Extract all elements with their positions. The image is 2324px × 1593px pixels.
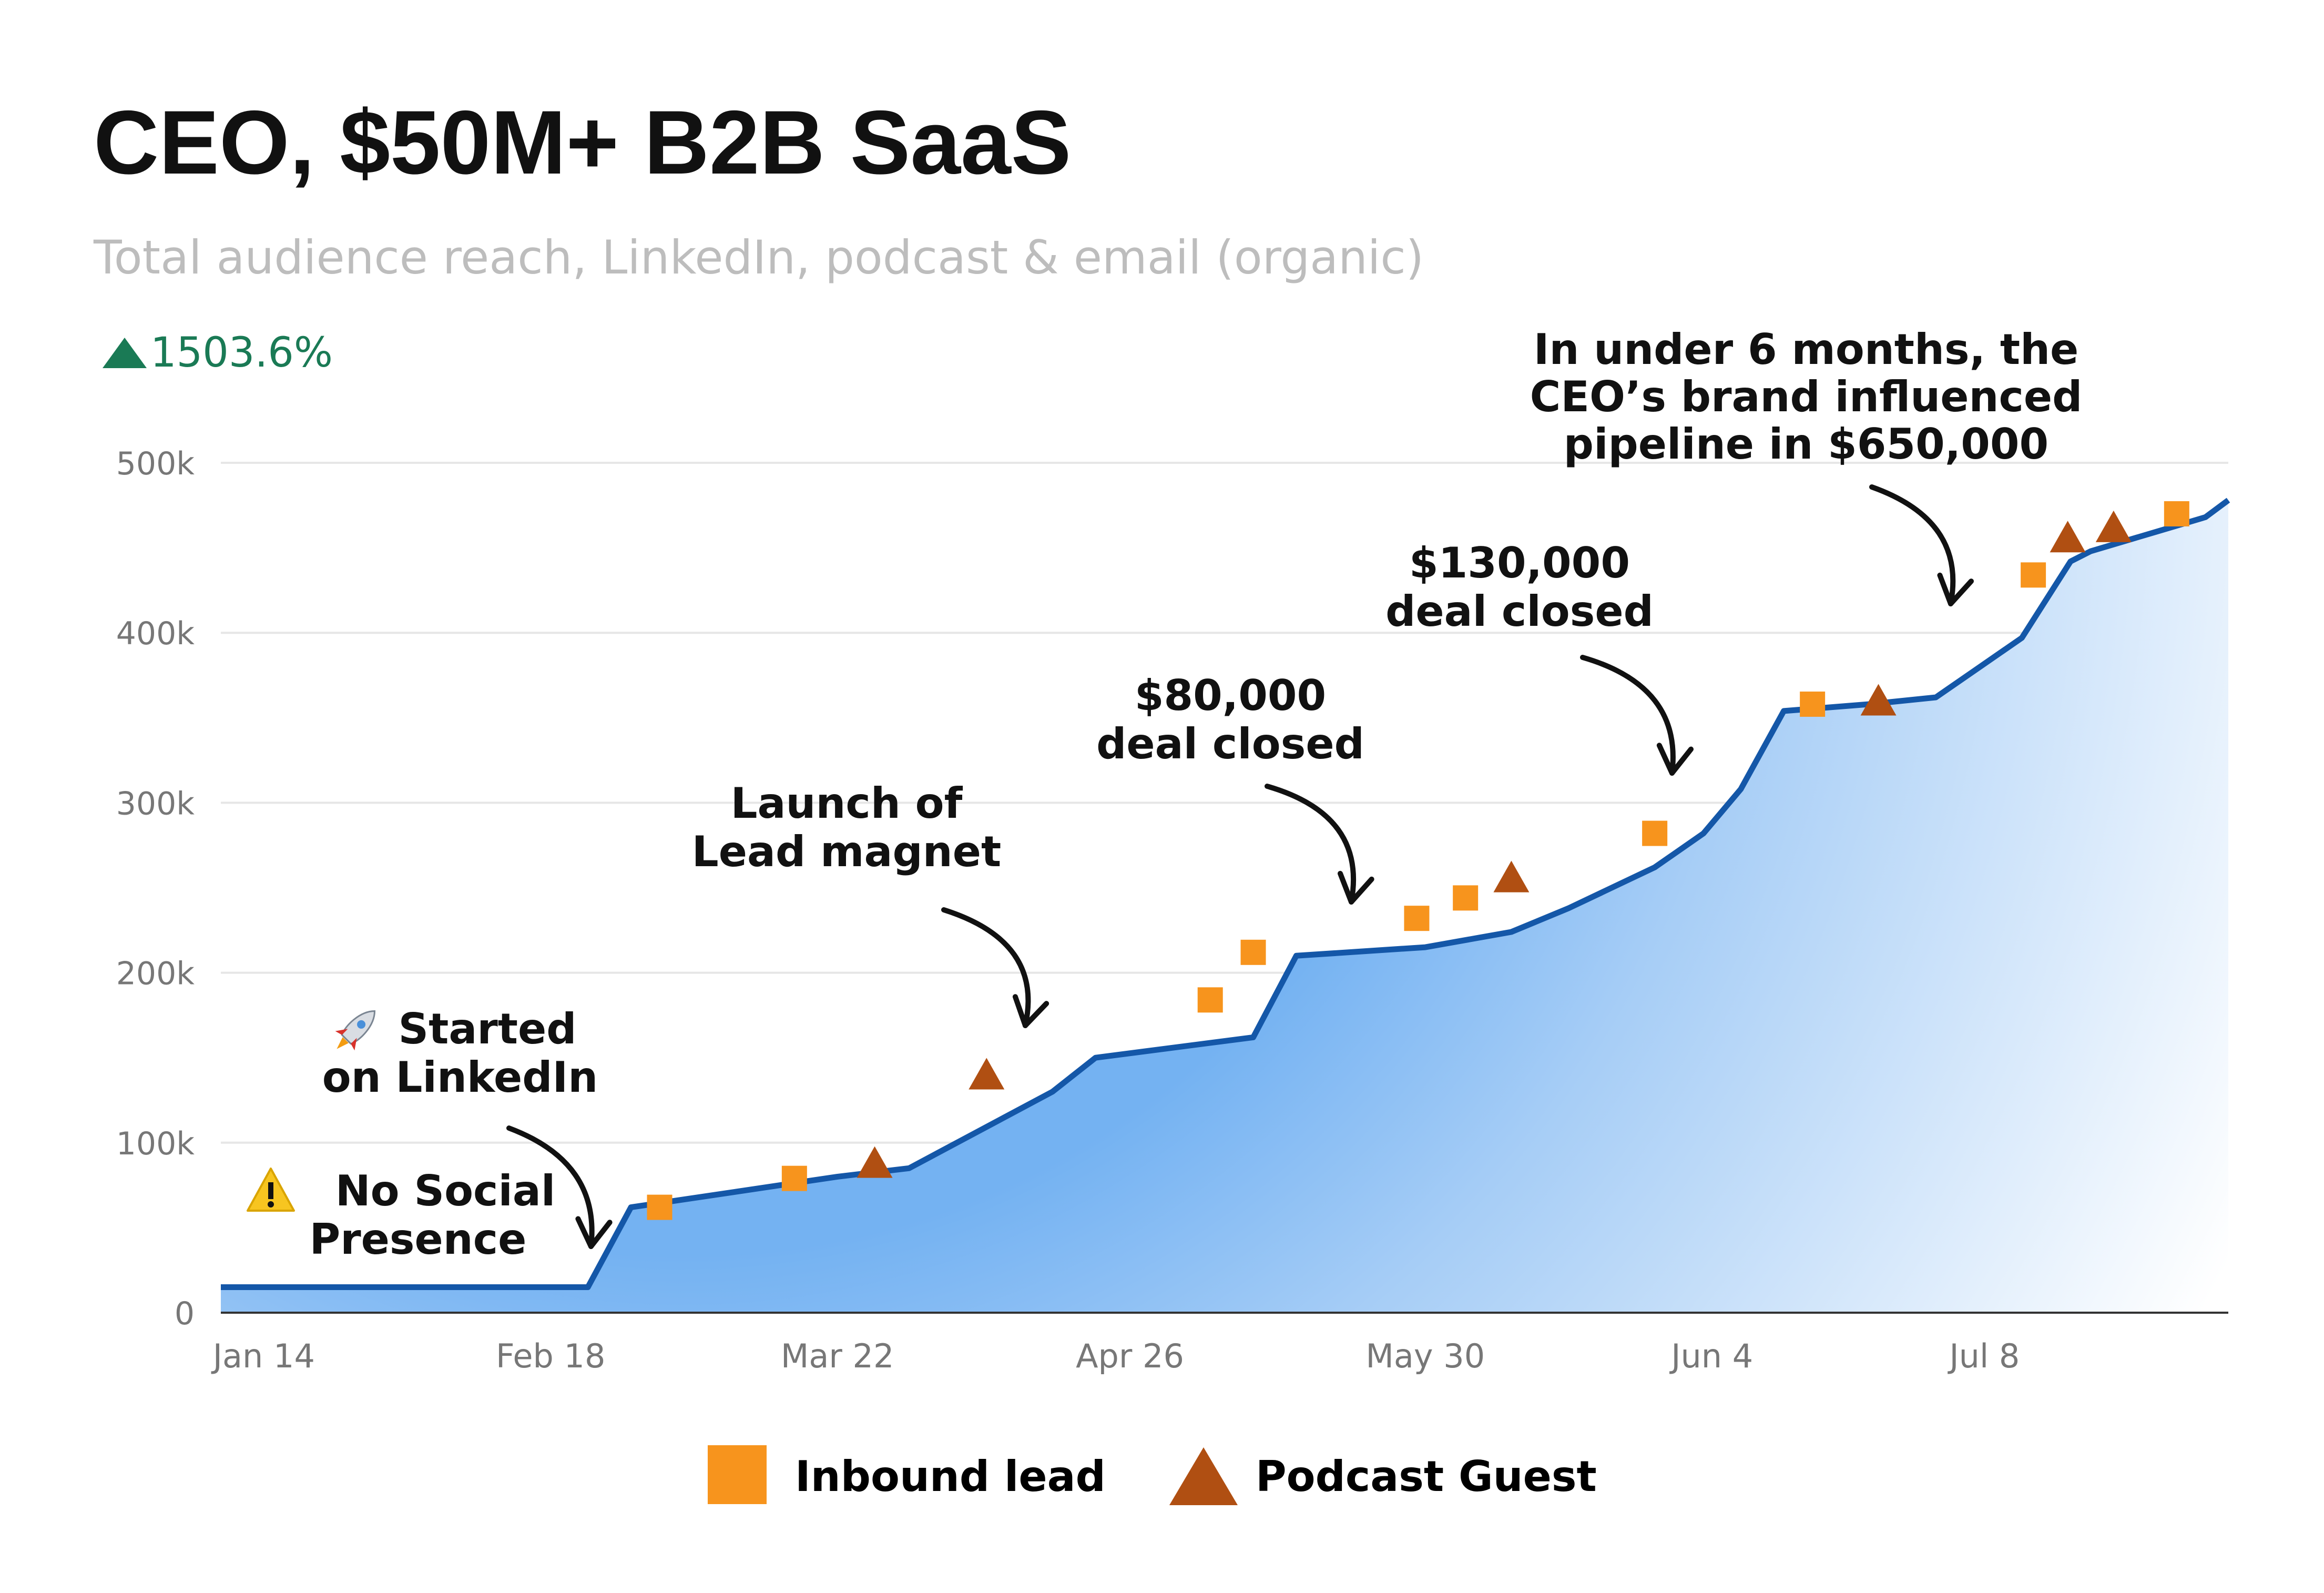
annotation-text: CEO’s brand influenced bbox=[1530, 372, 2083, 421]
podcast-guest-marker bbox=[1493, 860, 1530, 892]
annotation-arrow bbox=[506, 1125, 595, 1249]
legend-square-icon bbox=[708, 1445, 767, 1504]
arrow-head-icon bbox=[1937, 572, 1974, 606]
legend-label-inbound-lead: Inbound lead bbox=[795, 1452, 1106, 1501]
y-tick-label: 500k bbox=[116, 445, 195, 482]
inbound-lead-marker bbox=[647, 1194, 672, 1220]
y-tick-label: 300k bbox=[116, 785, 195, 822]
inbound-lead-marker bbox=[2164, 501, 2189, 526]
annotation-text: $130,000 bbox=[1409, 539, 1630, 587]
annotation-arrow bbox=[1580, 655, 1676, 776]
x-tick-label: Jul 8 bbox=[1947, 1337, 2020, 1375]
annotation-text: Launch of bbox=[731, 779, 963, 828]
inbound-lead-marker bbox=[1453, 885, 1479, 911]
inbound-lead-marker bbox=[1240, 939, 1266, 965]
change-indicator: 1503.6% bbox=[103, 329, 333, 377]
annotation-arrow bbox=[1265, 784, 1356, 905]
podcast-guest-marker bbox=[857, 1146, 893, 1178]
annotation-text: $80,000 bbox=[1135, 671, 1326, 720]
inbound-lead-marker bbox=[1197, 987, 1223, 1013]
x-tick-label: Jan 14 bbox=[211, 1337, 315, 1375]
podcast-guest-marker bbox=[2050, 521, 2086, 553]
annotation-text: In under 6 months, the bbox=[1534, 325, 2079, 374]
chart-subtitle: Total audience reach, LinkedIn, podcast … bbox=[93, 230, 1424, 285]
podcast-guest-marker bbox=[1860, 684, 1897, 716]
legend-item-inbound-lead: Inbound lead bbox=[708, 1445, 1106, 1504]
arrow-head-icon bbox=[575, 1216, 613, 1249]
x-tick-label: Feb 18 bbox=[496, 1337, 605, 1375]
annotation-text: pipeline in $650,000 bbox=[1564, 420, 2048, 469]
legend: Inbound lead Podcast Guest bbox=[708, 1445, 1597, 1505]
x-tick-label: Apr 26 bbox=[1076, 1337, 1184, 1375]
annotation-text: No Social bbox=[335, 1166, 556, 1215]
x-tick-label: Jun 4 bbox=[1669, 1337, 1753, 1375]
rocket-icon bbox=[335, 1010, 376, 1051]
podcast-guest-marker bbox=[2095, 510, 2132, 542]
warning-icon-dot bbox=[268, 1201, 274, 1208]
up-triangle-icon bbox=[103, 338, 147, 368]
annotation-text: deal closed bbox=[1096, 719, 1364, 768]
inbound-lead-marker bbox=[1800, 691, 1826, 717]
event-markers bbox=[647, 501, 2189, 1220]
legend-item-podcast-guest: Podcast Guest bbox=[1169, 1447, 1597, 1505]
y-tick-label: 0 bbox=[175, 1295, 195, 1332]
arrow-head-icon bbox=[1338, 870, 1374, 905]
warning-icon-bar bbox=[268, 1182, 273, 1199]
change-value: 1503.6% bbox=[150, 329, 333, 377]
inbound-lead-marker bbox=[1404, 906, 1430, 931]
inbound-lead-marker bbox=[2021, 562, 2046, 588]
y-tick-label: 200k bbox=[116, 956, 195, 992]
y-axis-ticks: 0 100k 200k 300k 400k 500k bbox=[116, 445, 195, 1332]
annotation-text: deal closed bbox=[1385, 587, 1654, 636]
x-tick-label: Mar 22 bbox=[781, 1337, 894, 1375]
series-area bbox=[221, 500, 2228, 1313]
arrow-head-icon bbox=[1012, 994, 1049, 1028]
podcast-guest-marker bbox=[969, 1058, 1005, 1090]
inbound-lead-marker bbox=[1642, 820, 1668, 846]
y-tick-label: 100k bbox=[116, 1125, 195, 1162]
x-tick-label: May 30 bbox=[1365, 1337, 1485, 1375]
arrow-head-icon bbox=[1656, 743, 1694, 776]
x-axis-ticks: Jan 14 Feb 18 Mar 22 Apr 26 May 30 Jun 4 Jul 8 bbox=[211, 1337, 2020, 1375]
annotation-arrow bbox=[941, 907, 1031, 1028]
chart-title: CEO, $50M+ B2B SaaS bbox=[94, 92, 1071, 193]
annotation-arrow bbox=[1869, 484, 1956, 606]
annotation-text: Lead magnet bbox=[692, 827, 1001, 876]
annotation-text: Presence bbox=[310, 1215, 527, 1264]
legend-label-podcast-guest: Podcast Guest bbox=[1256, 1452, 1597, 1501]
inbound-lead-marker bbox=[781, 1165, 807, 1191]
legend-triangle-icon bbox=[1169, 1447, 1238, 1505]
annotation-text: Started bbox=[398, 1004, 576, 1053]
y-tick-label: 400k bbox=[116, 615, 195, 652]
annotation-text: on LinkedIn bbox=[322, 1053, 598, 1102]
